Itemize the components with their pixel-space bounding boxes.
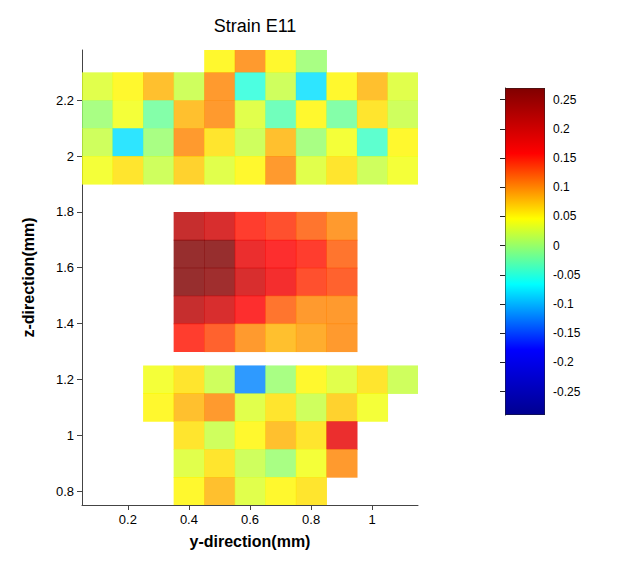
svg-text:1.8: 1.8 [56, 204, 74, 219]
svg-text:0.2: 0.2 [119, 512, 137, 527]
svg-text:Strain E11: Strain E11 [214, 16, 297, 36]
svg-text:z-direction(mm): z-direction(mm) [20, 218, 37, 338]
svg-text:y-direction(mm): y-direction(mm) [190, 533, 311, 550]
svg-text:-0.2: -0.2 [553, 355, 574, 369]
svg-text:-0.15: -0.15 [553, 326, 581, 340]
svg-text:0.4: 0.4 [180, 512, 198, 527]
svg-text:0: 0 [553, 239, 560, 253]
svg-text:1.4: 1.4 [56, 316, 74, 331]
svg-text:2.2: 2.2 [56, 93, 74, 108]
svg-text:-0.1: -0.1 [553, 297, 574, 311]
svg-text:0.15: 0.15 [553, 151, 577, 165]
svg-text:0.8: 0.8 [302, 512, 320, 527]
svg-text:1: 1 [369, 512, 376, 527]
svg-text:0.8: 0.8 [56, 484, 74, 499]
svg-text:-0.05: -0.05 [553, 268, 581, 282]
svg-text:0.25: 0.25 [553, 93, 577, 107]
svg-text:1: 1 [67, 428, 74, 443]
svg-text:0.1: 0.1 [553, 180, 570, 194]
svg-text:1.2: 1.2 [56, 372, 74, 387]
svg-text:0.05: 0.05 [553, 209, 577, 223]
svg-text:2: 2 [67, 149, 74, 164]
svg-text:0.2: 0.2 [553, 122, 570, 136]
svg-text:1.6: 1.6 [56, 260, 74, 275]
svg-text:-0.25: -0.25 [553, 385, 581, 399]
svg-text:0.6: 0.6 [241, 512, 259, 527]
